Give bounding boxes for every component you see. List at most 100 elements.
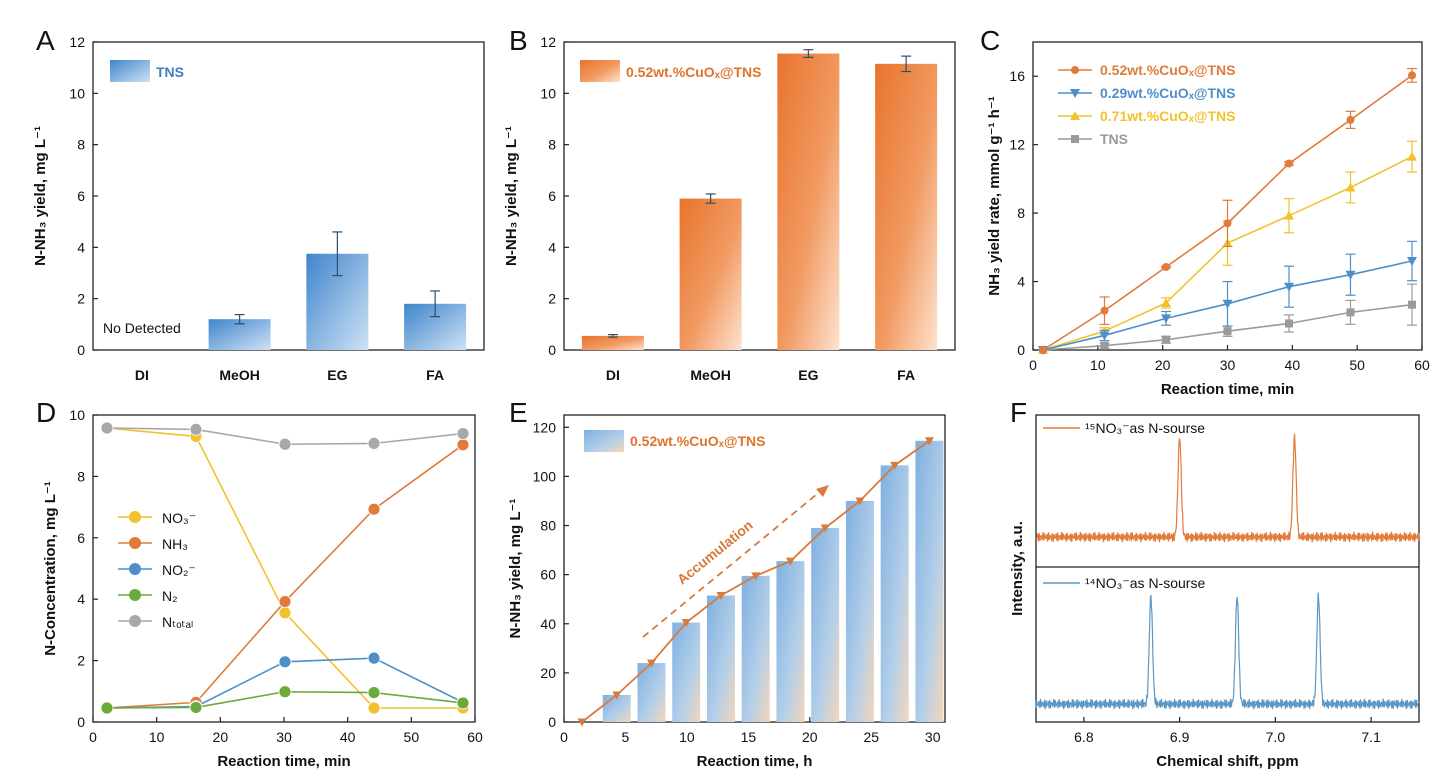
x-tick-label: 60 <box>467 729 483 745</box>
panel-label-c: C <box>980 25 1000 56</box>
panel-d: 0 2 4 6 8 10 0 10 20 30 40 50 60 N-Concentration, mg … <box>42 407 483 770</box>
x-axis-label: Chemical shift, ppm <box>1156 753 1299 770</box>
data-point <box>367 502 381 516</box>
x-tick-label: 20 <box>1155 357 1171 373</box>
panel-f: 6.8 6.9 7.0 7.1 Intensity, a.u. Chemical shif… <box>1009 414 1420 770</box>
panel-b: 0 2 4 6 8 10 12 N-NH₃ yield, mg L⁻¹ DI MeOH EG FA 0.… <box>503 34 956 383</box>
data-point <box>1161 297 1171 307</box>
data-point <box>1346 308 1355 317</box>
x-tick-label: 50 <box>1349 357 1365 373</box>
data-point <box>367 651 381 665</box>
data-point <box>1285 159 1293 168</box>
data-point <box>456 427 470 441</box>
data-point <box>785 557 795 566</box>
panel-label-b: B <box>509 25 528 56</box>
x-tick-label: 10 <box>1090 357 1106 373</box>
category-label: DI <box>135 367 149 383</box>
y-tick-label: 20 <box>540 665 556 681</box>
legend-label: 0.29wt.%CuOₓ@TNS <box>1100 85 1235 101</box>
y-tick-label: 0 <box>548 714 556 730</box>
data-point <box>1039 346 1047 354</box>
bar <box>915 440 944 722</box>
data-point <box>1070 89 1080 98</box>
x-tick-label: 30 <box>925 729 941 745</box>
data-point <box>1162 263 1170 272</box>
legend-label: NO₃⁻ <box>162 510 196 526</box>
spectrum-line <box>1035 433 1420 543</box>
data-point <box>1408 71 1416 80</box>
bar <box>811 527 840 722</box>
data-point <box>751 572 761 581</box>
legend-marker <box>129 537 141 549</box>
data-point <box>1099 331 1110 341</box>
data-point <box>1346 115 1355 124</box>
data-point <box>1285 319 1293 328</box>
data-point <box>189 701 203 714</box>
y-tick-label: 2 <box>77 291 85 307</box>
y-axis-label: N-NH₃ yield, mg L⁻¹ <box>507 499 524 639</box>
bar <box>777 53 840 351</box>
y-tick-label: 4 <box>1017 274 1025 290</box>
data-point <box>100 421 114 435</box>
data-point <box>681 619 691 628</box>
data-point <box>278 655 292 669</box>
x-tick-label: 6.9 <box>1170 729 1190 745</box>
legend-marker <box>129 589 141 601</box>
arrow-head <box>816 485 829 497</box>
category-label: MeOH <box>690 367 730 383</box>
data-point <box>890 461 900 470</box>
category-label: FA <box>897 367 915 383</box>
category-label: DI <box>606 367 620 383</box>
x-axis-label: Reaction time, min <box>1161 381 1294 398</box>
legend-label: Nₜₒₜₐₗ <box>162 614 193 630</box>
y-tick-label: 100 <box>533 468 557 484</box>
data-point <box>278 595 292 608</box>
y-axis-label: N-NH₃ yield, mg L⁻¹ <box>32 126 49 266</box>
legend-marker <box>129 563 141 575</box>
y-tick-label: 6 <box>548 188 556 204</box>
series <box>100 421 470 451</box>
data-point <box>1222 299 1233 309</box>
bar <box>602 694 631 722</box>
data-point <box>278 437 292 451</box>
y-tick-label: 4 <box>77 239 85 255</box>
series <box>1039 67 1417 354</box>
x-tick-label: 50 <box>404 729 420 745</box>
bar <box>637 663 666 722</box>
data-point <box>1408 300 1416 309</box>
y-tick-label: 0 <box>548 342 556 358</box>
bar <box>706 595 735 722</box>
y-tick-label: 10 <box>69 407 85 423</box>
x-tick-label: 30 <box>1220 357 1236 373</box>
y-tick-label: 80 <box>540 518 556 534</box>
y-tick-label: 8 <box>1017 205 1025 221</box>
y-tick-label: 8 <box>77 137 85 153</box>
data-point <box>1407 151 1417 161</box>
data-point <box>278 685 292 699</box>
x-tick-label: 20 <box>802 729 818 745</box>
series <box>100 438 470 715</box>
bar <box>679 198 742 350</box>
category-label: FA <box>426 367 444 383</box>
legend-swatch <box>580 60 620 82</box>
legend-label: TNS <box>1100 131 1128 147</box>
bar <box>776 561 805 722</box>
x-axis-label: Reaction time, h <box>697 753 813 770</box>
legend-marker <box>129 615 141 627</box>
data-point <box>367 686 381 699</box>
bar <box>880 465 909 722</box>
data-point <box>924 437 934 446</box>
y-tick-label: 2 <box>548 291 556 307</box>
bar <box>581 335 644 350</box>
data-point <box>646 659 656 668</box>
legend-label: 0.52wt.%CuOₓ@TNS <box>630 433 765 449</box>
y-tick-label: 6 <box>77 188 85 204</box>
data-point <box>612 691 622 700</box>
x-tick-label: 5 <box>622 729 630 745</box>
legend-label: NH₃ <box>162 536 188 552</box>
category-label: EG <box>327 367 347 383</box>
x-tick-label: 0 <box>560 729 568 745</box>
legend-label: ¹⁴NO₃⁻as N-sourse <box>1085 575 1205 591</box>
data-point <box>1407 257 1417 267</box>
x-tick-label: 40 <box>1285 357 1301 373</box>
